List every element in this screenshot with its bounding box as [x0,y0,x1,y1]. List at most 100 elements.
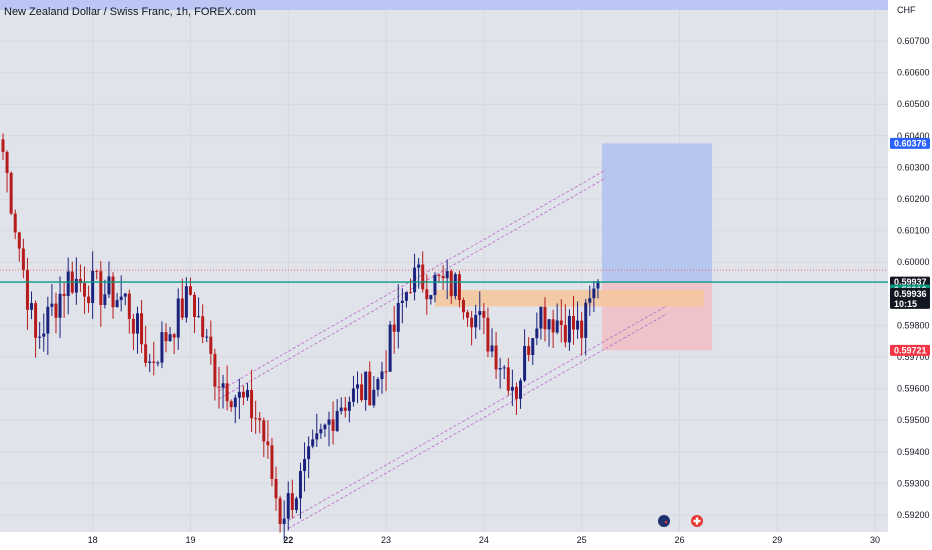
candle[interactable] [221,374,225,409]
candle[interactable] [360,373,364,403]
candle[interactable] [176,288,180,350]
channel-lower-line[interactable] [288,305,668,521]
candle[interactable] [201,304,205,344]
candle[interactable] [429,294,433,305]
candle[interactable] [184,277,188,323]
nzd-flag-icon[interactable] [658,515,670,527]
candle[interactable] [339,397,343,415]
candle[interactable] [384,350,388,392]
candle[interactable] [559,299,563,343]
candle[interactable] [519,378,523,409]
candle[interactable] [168,326,172,342]
candle[interactable] [21,238,25,279]
candle[interactable] [453,272,457,300]
candle[interactable] [327,411,331,447]
candle[interactable] [494,331,498,380]
candle[interactable] [433,272,437,303]
channel-upper-line[interactable] [218,169,607,392]
candle[interactable] [584,299,588,356]
candle[interactable] [343,396,347,418]
candle[interactable] [50,284,54,317]
candle[interactable] [266,420,270,459]
candle[interactable] [563,304,567,348]
candle[interactable] [347,396,351,423]
candle[interactable] [551,309,555,348]
candle[interactable] [127,289,131,334]
candle[interactable] [380,361,384,394]
candle[interactable] [457,270,461,308]
candle[interactable] [160,321,164,369]
candle[interactable] [286,481,290,531]
candle[interactable] [351,375,355,407]
candle[interactable] [498,357,502,389]
candle[interactable] [290,479,294,519]
candle[interactable] [156,360,160,367]
candle[interactable] [449,269,453,304]
candle[interactable] [364,371,368,411]
candle[interactable] [396,284,400,349]
candle[interactable] [567,309,571,351]
candle[interactable] [5,150,9,193]
candle[interactable] [376,377,380,397]
candle[interactable] [164,323,168,353]
candle[interactable] [294,496,298,514]
candle[interactable] [233,394,237,424]
candle[interactable] [237,378,241,420]
candle[interactable] [425,274,429,315]
candle[interactable] [209,320,213,365]
candle[interactable] [34,300,38,358]
candle[interactable] [555,303,559,335]
candle[interactable] [99,260,103,327]
candle[interactable] [13,209,17,240]
candle[interactable] [527,337,531,362]
candle[interactable] [572,295,575,345]
candle[interactable] [311,429,315,449]
candle[interactable] [282,500,286,541]
candle[interactable] [274,466,278,511]
candle[interactable] [437,273,441,282]
candle[interactable] [144,325,148,367]
candle[interactable] [506,358,510,396]
candle[interactable] [580,312,584,356]
supply-zone[interactable] [434,290,704,307]
candle[interactable] [298,462,302,519]
candle[interactable] [409,278,412,294]
candle[interactable] [474,304,478,339]
candle[interactable] [111,272,115,319]
candle[interactable] [229,399,233,412]
candle[interactable] [482,303,486,335]
candle[interactable] [197,297,201,318]
candle[interactable] [335,399,339,433]
candle[interactable] [62,281,66,318]
candle[interactable] [241,385,245,406]
candle[interactable] [270,437,274,487]
candle[interactable] [9,171,13,216]
candle[interactable] [307,436,311,479]
candle[interactable] [461,297,465,320]
candle[interactable] [193,292,197,334]
candle[interactable] [486,307,490,358]
candle[interactable] [254,400,258,434]
candle[interactable] [388,320,392,372]
candle[interactable] [95,269,99,280]
candle[interactable] [478,291,482,330]
candle[interactable] [152,341,156,376]
candle[interactable] [148,353,152,373]
candle[interactable] [319,423,323,439]
candle[interactable] [78,264,82,292]
candle[interactable] [445,259,449,300]
candle[interactable] [368,361,372,406]
candle[interactable] [250,369,254,432]
candle[interactable] [592,280,596,313]
candle[interactable] [539,306,543,340]
candle[interactable] [30,291,34,320]
candle[interactable] [180,278,184,320]
candle[interactable] [356,371,360,404]
candle[interactable] [531,338,535,365]
candle[interactable] [510,369,514,407]
candle[interactable] [42,313,46,352]
candle[interactable] [74,257,78,305]
candle[interactable] [38,322,42,349]
candle[interactable] [119,275,123,312]
candle[interactable] [331,401,335,445]
